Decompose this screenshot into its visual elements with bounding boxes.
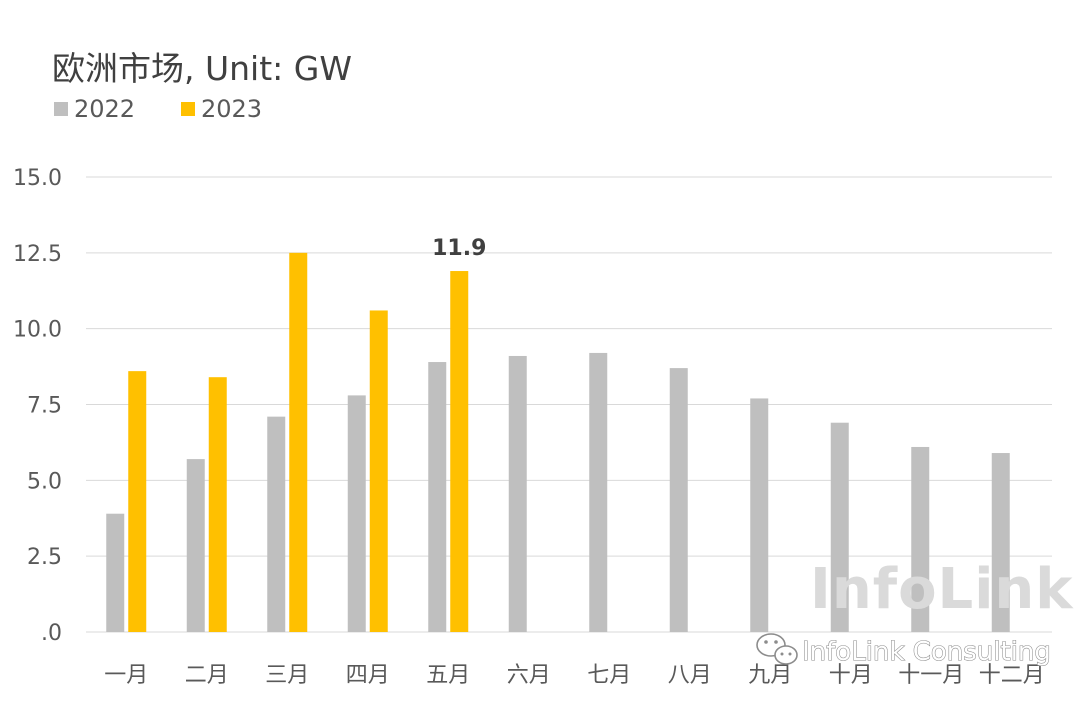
bar-2022	[508, 355, 527, 632]
bar-2022	[669, 368, 688, 632]
x-axis-categories: 一月 二月 三月 四月 五月 六月 七月 八月 九月 十月 十一月 十二月	[104, 663, 1045, 688]
y-tick-label: 5.0	[27, 469, 62, 494]
x-category-label: 十一月	[898, 663, 964, 688]
bar-2023	[208, 377, 227, 632]
x-category-label: 七月	[587, 663, 631, 688]
y-tick-label: 2.5	[27, 545, 62, 570]
chart-title: 欧洲市场, Unit: GW	[52, 49, 352, 88]
bar-2022	[991, 453, 1010, 632]
y-tick-label: 15.0	[13, 166, 62, 191]
x-category-label: 六月	[507, 663, 551, 688]
bar-2023	[128, 371, 147, 632]
legend-label-2022: 2022	[74, 95, 135, 123]
bars	[106, 252, 1010, 633]
data-labels: 11.9	[432, 236, 486, 261]
y-tick-label: 10.0	[13, 318, 62, 343]
y-tick-label: 12.5	[13, 242, 62, 267]
wechat-icon	[756, 633, 798, 665]
bar-2022	[347, 395, 366, 632]
bar-2022	[750, 398, 769, 632]
bar-2022	[911, 446, 930, 632]
y-tick-label: .0	[41, 621, 62, 646]
bar-2022	[830, 422, 849, 632]
x-category-label: 四月	[346, 663, 390, 688]
data-label: 11.9	[432, 236, 486, 261]
x-category-label: 二月	[185, 663, 229, 688]
watermark-account: InfoLink Consulting	[802, 637, 1051, 667]
legend-swatch-2022	[54, 102, 68, 116]
gridlines	[86, 176, 1052, 633]
x-category-label: 十月	[829, 663, 873, 688]
x-category-label: 九月	[748, 663, 792, 688]
watermark: InfoLink InfoLink Consulting	[756, 557, 1074, 668]
bar-2023	[289, 252, 308, 633]
bar-2023	[369, 310, 388, 632]
bar-2022	[428, 362, 447, 632]
bar-2022	[106, 513, 125, 632]
x-category-label: 三月	[265, 663, 309, 688]
y-axis-ticks: .0 2.5 5.0 7.5 10.0 12.5 15.0	[13, 166, 62, 646]
legend: 2022 2023	[54, 95, 262, 123]
bar-2022	[186, 459, 205, 632]
x-category-label: 八月	[668, 663, 712, 688]
x-category-label: 五月	[426, 663, 470, 688]
legend-swatch-2023	[181, 102, 195, 116]
y-tick-label: 7.5	[27, 394, 62, 419]
watermark-logo: InfoLink	[810, 557, 1074, 622]
bar-2022	[589, 352, 608, 632]
bar-2023	[450, 271, 469, 632]
bar-2022	[267, 416, 286, 632]
x-category-label: 一月	[104, 663, 148, 688]
x-category-label: 十二月	[979, 663, 1045, 688]
legend-label-2023: 2023	[201, 95, 262, 123]
